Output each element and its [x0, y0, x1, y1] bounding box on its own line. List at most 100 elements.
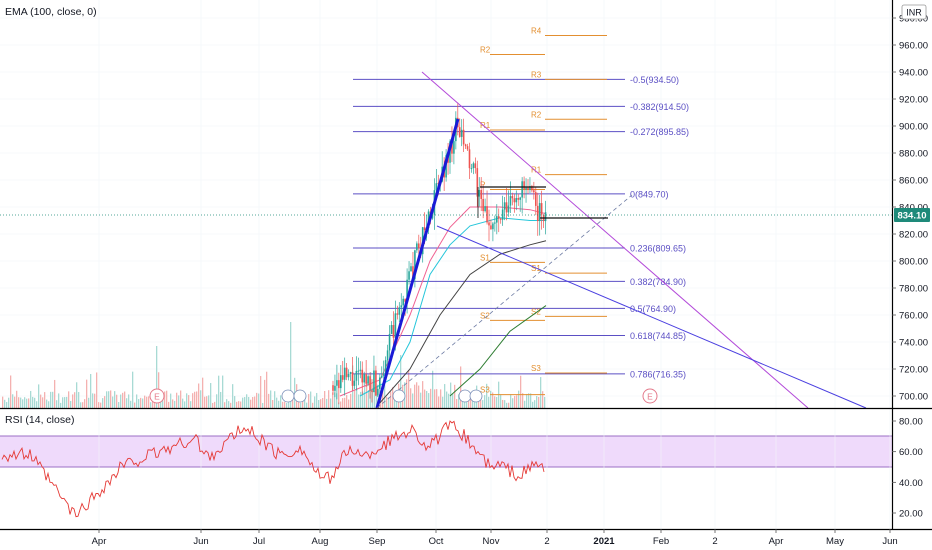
volume-bar — [34, 397, 36, 408]
volume-bar — [62, 397, 64, 408]
candle-body — [486, 206, 488, 223]
candle-body — [402, 298, 404, 306]
volume-bar — [336, 393, 338, 408]
earnings-marker-1[interactable]: E — [149, 388, 165, 404]
volume-bar — [142, 398, 144, 408]
candle-body — [519, 197, 521, 200]
event-marker — [469, 389, 483, 403]
volume-bar — [482, 400, 484, 408]
volume-bar — [170, 393, 172, 408]
volume-bar — [228, 401, 230, 408]
volume-bar — [72, 394, 74, 408]
time-tick-label: 2021 — [593, 536, 615, 547]
volume-bar — [512, 398, 514, 408]
currency-badge[interactable] — [901, 4, 927, 20]
volume-bar — [540, 377, 542, 408]
candle-body — [435, 183, 438, 191]
volume-bar — [388, 397, 390, 408]
volume-bar — [292, 397, 294, 408]
earnings-marker-2[interactable]: E — [642, 388, 658, 404]
volume-bar — [332, 392, 334, 408]
volume-bar — [90, 373, 92, 408]
volume-bar — [66, 396, 68, 408]
volume-bar — [188, 395, 190, 408]
time-axis[interactable]: Apr Jun Jul Aug Sep Oct Nov 2 2021 Feb 2 Apr May Jun — [92, 529, 898, 547]
volume-bar — [340, 401, 342, 408]
volume-bar — [238, 401, 240, 408]
volume-bar — [524, 400, 526, 408]
candle-body — [466, 146, 469, 150]
candle-body — [521, 181, 523, 198]
volume-bar — [30, 390, 32, 408]
volume-bar — [348, 399, 350, 408]
volume-bar — [240, 401, 242, 408]
volume-bar — [60, 402, 62, 408]
rsi-pane[interactable] — [0, 409, 892, 529]
volume-bar — [112, 396, 114, 408]
pivot-label: S1 — [480, 253, 490, 262]
volume-bar — [78, 392, 80, 408]
volume-bar — [44, 392, 46, 408]
volume-bar — [186, 393, 188, 408]
candle-body — [531, 186, 533, 191]
candle-body — [460, 129, 463, 137]
candle-body — [416, 243, 418, 251]
rsi-axis[interactable]: 80.00 60.00 40.00 20.00 — [892, 417, 923, 520]
volume-bar — [408, 370, 410, 408]
volume-bar — [230, 402, 232, 408]
candle-body — [480, 189, 482, 199]
volume-bar — [218, 375, 220, 408]
volume-bar — [18, 397, 20, 408]
volume-bar — [346, 394, 348, 408]
candle-body — [412, 266, 414, 279]
event-marker — [458, 389, 472, 403]
volume-bar — [460, 366, 462, 408]
volume-bar — [266, 371, 268, 408]
volume-bar — [68, 391, 70, 408]
volume-bar — [258, 393, 260, 408]
volume-bar — [98, 402, 100, 408]
main-pane[interactable] — [0, 0, 892, 408]
indicator-label[interactable]: EMA (100, close, 0) — [5, 6, 97, 18]
volume-bar — [298, 399, 300, 408]
rsi-label[interactable]: RSI (14, close) — [5, 414, 74, 426]
rsi-tick-label: 60.00 — [899, 447, 923, 458]
candle-body — [476, 168, 479, 197]
candle-body — [418, 243, 420, 249]
currency-label: INR — [906, 8, 922, 18]
volume-bar — [120, 394, 122, 408]
candle-body — [375, 370, 377, 396]
candle-body — [367, 376, 369, 384]
volume-bar — [82, 402, 84, 408]
candle-body — [497, 216, 500, 219]
volume-bar — [118, 402, 120, 408]
volume-bar — [124, 391, 126, 408]
volume-bar — [148, 396, 150, 408]
support-trendline — [436, 225, 867, 409]
trend-drawings[interactable] — [281, 71, 867, 409]
volume-bar — [384, 385, 386, 408]
volume-bar — [342, 398, 344, 408]
volume-bar — [214, 401, 216, 408]
volume-bar — [290, 322, 292, 408]
volume-bar — [100, 402, 102, 408]
candle-body — [527, 187, 529, 190]
volume-bar — [26, 398, 28, 408]
volume-bar — [322, 397, 324, 408]
volume-bar — [106, 391, 108, 408]
volume-bar — [400, 355, 402, 408]
volume-bar — [92, 393, 94, 408]
candle-body — [351, 372, 354, 386]
time-tick-label: Sep — [369, 536, 386, 547]
volume-bar — [38, 384, 40, 408]
fib-label: 0.236(809.65) — [630, 243, 686, 253]
volume-bar — [412, 393, 414, 408]
volume-bar — [366, 381, 368, 408]
volume-bar — [264, 379, 266, 408]
volume-bar — [538, 396, 540, 408]
price-tick-label: 860.00 — [899, 176, 928, 187]
candle-body — [470, 168, 473, 170]
volume-bar — [326, 398, 328, 408]
volume-bar — [458, 394, 460, 408]
